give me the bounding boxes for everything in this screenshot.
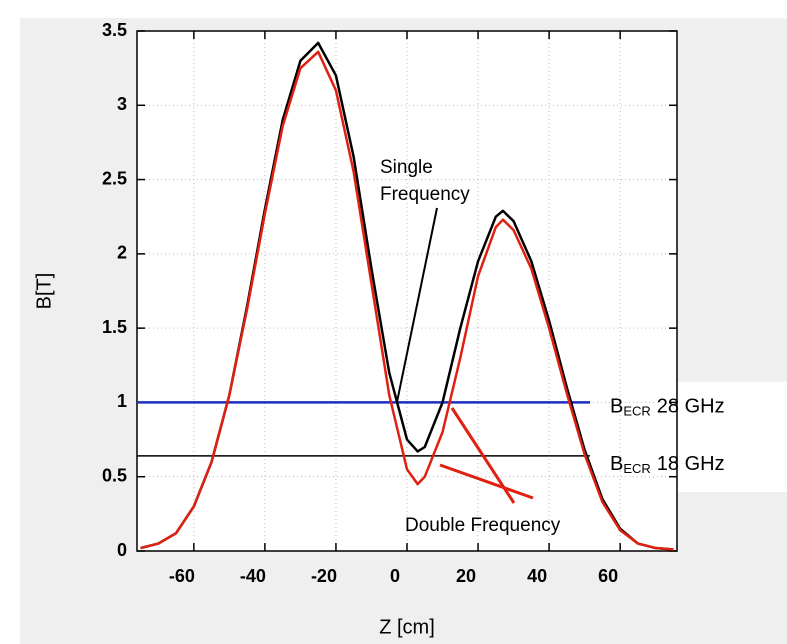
reference-label: BECR 18 GHz: [610, 453, 725, 476]
reference-label: BECR 28 GHz: [610, 396, 725, 419]
series-line: [140, 50, 674, 551]
x-axis-label: Z [cm]: [379, 616, 435, 638]
y-tick-label: 2: [117, 243, 127, 263]
label-suffix: 18 GHz: [657, 453, 725, 475]
x-tick-label: 0: [390, 566, 400, 586]
y-tick-label: 3.5: [102, 20, 127, 40]
y-axis-label: B[T]: [33, 273, 55, 310]
y-tick-label: 1.5: [102, 317, 127, 337]
x-tick-label: -20: [311, 566, 337, 586]
x-tick-label: -40: [240, 566, 266, 586]
y-tick-label: 2.5: [102, 168, 127, 188]
annotation: Single: [380, 157, 433, 178]
x-tick-label: -60: [169, 566, 195, 586]
x-tick-label: 40: [527, 566, 547, 586]
pointer: [439, 463, 534, 500]
annotation: Double Frequency: [405, 515, 561, 536]
label-sub: ECR: [623, 404, 650, 419]
label-main: B: [610, 396, 623, 418]
plot-frame: [136, 30, 678, 552]
label-sub: ECR: [623, 461, 650, 476]
x-tick-label: 20: [456, 566, 476, 586]
y-tick-label: 3: [117, 94, 127, 114]
label-main: B: [610, 453, 623, 475]
y-tick-label: 0.5: [102, 465, 127, 485]
pointer: [396, 207, 438, 403]
label-suffix: 28 GHz: [657, 396, 725, 418]
y-tick-label: 0: [117, 540, 127, 560]
pointer: [450, 407, 516, 504]
annotation: Frequency: [380, 184, 470, 205]
plot: -60 -40 -20 0 20 40 60 0 0.5 1 1.5 2 2.5 3 3.5: [102, 20, 678, 586]
y-tick-label: 1: [117, 391, 127, 411]
x-tick-label: 60: [598, 566, 618, 586]
